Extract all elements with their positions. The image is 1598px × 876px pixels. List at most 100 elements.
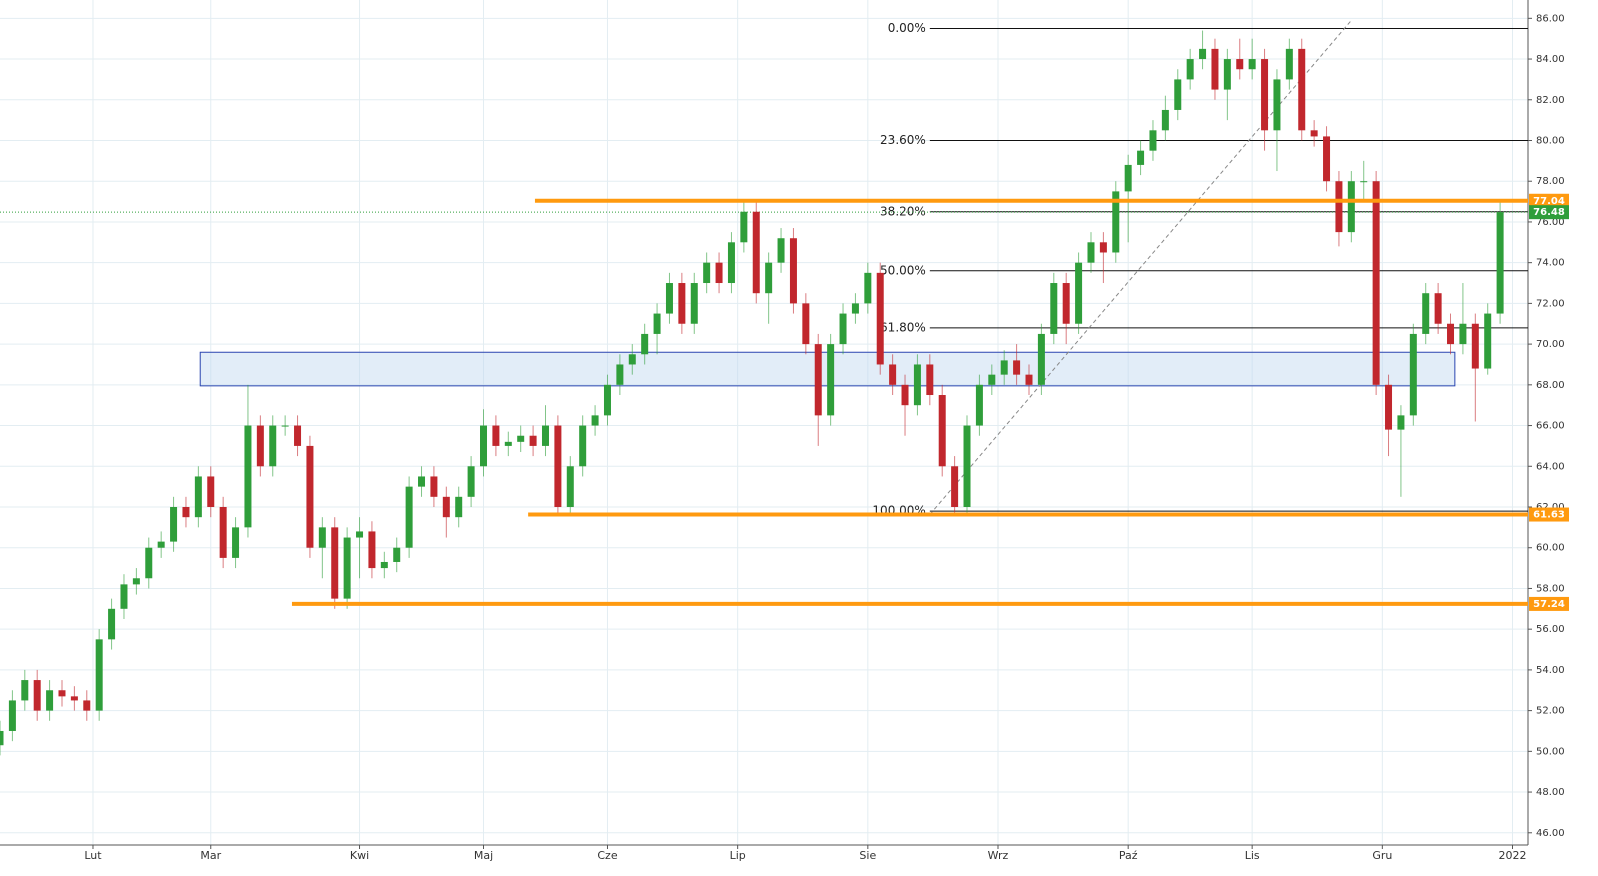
candle-body [430, 476, 438, 497]
candle-body [777, 238, 785, 263]
x-tick-label: Mar [200, 849, 221, 862]
candle-body [851, 303, 859, 314]
candle-body [603, 384, 611, 416]
candle-body [1186, 59, 1194, 80]
candle-body [33, 680, 41, 711]
y-tick-label: 82.00 [1536, 95, 1565, 106]
candle-body [616, 364, 624, 385]
candle-body [1397, 415, 1405, 430]
candle-body [1248, 59, 1256, 70]
x-tick-label: Lip [730, 849, 746, 862]
candle-body [356, 531, 364, 538]
candle-body [132, 578, 140, 585]
candle-body [1298, 48, 1306, 131]
candle-body [876, 272, 884, 365]
fib-label: 0.00% [888, 21, 926, 35]
candle-body [678, 283, 686, 324]
trend-line [929, 20, 1352, 515]
candle-body [1323, 136, 1331, 182]
x-tick-label: Maj [474, 849, 493, 862]
candle-body [46, 690, 54, 711]
candle-body [405, 486, 413, 548]
candle-body [938, 395, 946, 467]
candle-body [1137, 150, 1145, 165]
candle-body [8, 700, 16, 731]
candle-body [145, 547, 153, 579]
x-tick-label: Wrz [988, 849, 1009, 862]
candle-body [393, 547, 401, 562]
candle-body [579, 425, 587, 467]
candle-body [951, 466, 959, 507]
candle-body [331, 527, 339, 599]
candle-body [690, 283, 698, 324]
level-box [1529, 596, 1569, 611]
last-price-label: 76.48 [1533, 207, 1565, 218]
candle-body [566, 466, 574, 507]
candle-body [318, 527, 326, 548]
candle-body [913, 364, 921, 406]
candle-body [1149, 130, 1157, 151]
candle-body [715, 262, 723, 284]
candle-body [504, 441, 512, 446]
candle-body [343, 537, 351, 599]
candle-body [963, 425, 971, 507]
candle-body [988, 374, 996, 385]
candle-body [665, 283, 673, 314]
candle-body [1124, 164, 1132, 192]
candle-body [975, 384, 983, 426]
candle-body [1062, 283, 1070, 324]
fib-label: 23.60% [880, 133, 926, 147]
y-tick-label: 66.00 [1536, 421, 1565, 432]
candle-body [703, 262, 711, 284]
y-tick-label: 74.00 [1536, 258, 1565, 269]
candle-body [1211, 48, 1219, 90]
candle-body [232, 527, 240, 558]
y-tick-label: 64.00 [1536, 461, 1565, 472]
candle-body [1335, 181, 1343, 233]
candle-body [827, 344, 835, 416]
candle-body [306, 445, 314, 548]
x-tick-label: Kwi [350, 849, 369, 862]
candle-body [70, 696, 78, 701]
x-tick-label: Sie [859, 849, 876, 862]
level-box [1529, 193, 1569, 208]
candle-body [1050, 283, 1058, 334]
candle-body [1447, 323, 1455, 345]
y-tick-label: 56.00 [1536, 624, 1565, 635]
y-tick-label: 54.00 [1536, 665, 1565, 676]
level-label: 61.63 [1533, 510, 1565, 521]
candle-body [1409, 333, 1417, 416]
candle-body [1459, 323, 1467, 345]
candle-body [368, 531, 376, 569]
y-tick-label: 48.00 [1536, 787, 1565, 798]
level-label: 77.04 [1533, 196, 1565, 207]
candle-body [442, 496, 450, 518]
candle-body [1422, 293, 1430, 334]
candle-body [21, 680, 29, 701]
candle-body [1261, 59, 1269, 131]
level-label: 57.24 [1533, 599, 1565, 610]
y-tick-label: 84.00 [1536, 54, 1565, 65]
x-tick-label: Paź [1119, 849, 1138, 862]
candle-body [207, 476, 215, 507]
candle-body [1199, 48, 1207, 60]
candle-body [1013, 360, 1021, 375]
y-tick-label: 80.00 [1536, 135, 1565, 146]
candle-body [889, 364, 897, 385]
y-tick-label: 68.00 [1536, 380, 1565, 391]
fib-label: 38.20% [880, 204, 926, 218]
candle-body [108, 608, 116, 640]
candle-body [1223, 59, 1231, 90]
candle-body [802, 303, 810, 345]
x-tick-label: Lis [1245, 849, 1260, 862]
candle-body [157, 541, 165, 548]
candle-body [765, 262, 773, 294]
candle-body [1037, 333, 1045, 385]
candle-body [194, 476, 202, 518]
candle-body [641, 333, 649, 355]
candle-body [653, 313, 661, 334]
candle-body [740, 211, 748, 243]
y-tick-label: 86.00 [1536, 13, 1565, 24]
y-tick-label: 70.00 [1536, 339, 1565, 350]
candle-body [1273, 79, 1281, 131]
